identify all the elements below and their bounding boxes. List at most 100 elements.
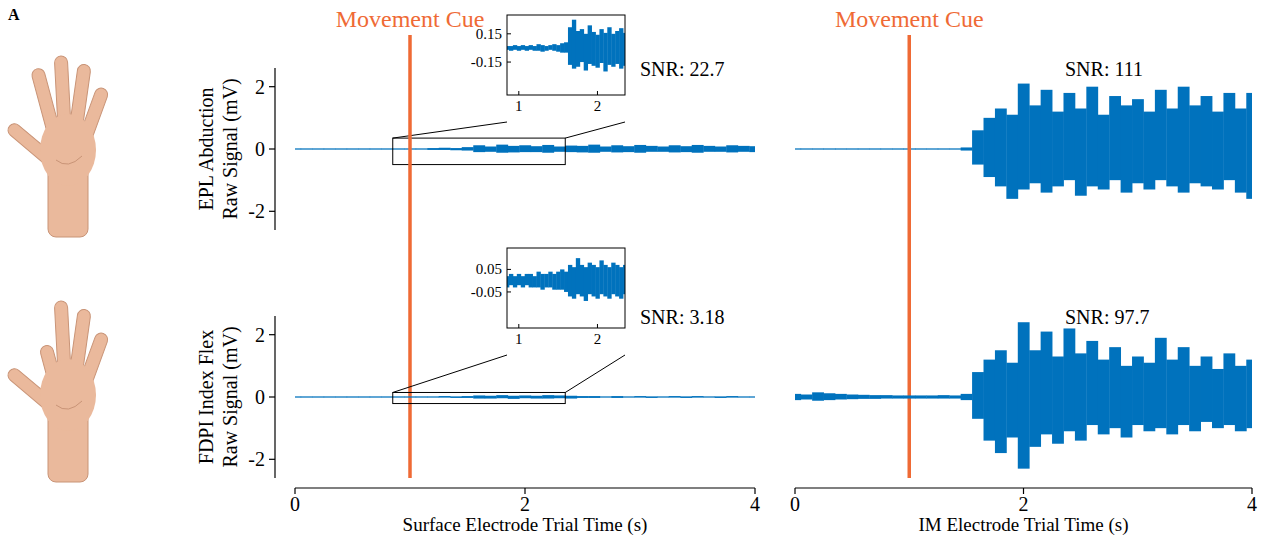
signal-segment [529,45,533,50]
signal-segment [984,360,996,441]
signal-segment [473,395,485,398]
signal-segment [560,43,564,52]
inset-y-tick-label: 0.05 [476,261,502,277]
signal-segment [542,395,554,398]
signal-segment [1063,328,1075,431]
signal-segment [496,145,508,153]
zoom-box [393,138,566,164]
signal-segment [509,274,513,285]
signal-segment [1075,353,1087,440]
signal-segment [995,109,1007,187]
signal-segment [556,45,560,52]
signal-segment [680,396,692,398]
signal-segment [846,148,858,149]
signal-segment [1201,357,1213,422]
signal-segment [1166,109,1178,187]
hand-illustration [5,56,109,237]
signal-segment [1006,115,1018,199]
y-tick [269,459,275,460]
signal-segment [564,42,568,52]
zoom-leader [565,355,625,392]
signal-segment [669,396,681,398]
signal-segment [381,396,393,397]
inset-x-tick-label: 2 [594,98,602,114]
hand-crease [56,401,82,409]
signal-group [795,84,1252,199]
signal-segment [611,263,615,295]
signal-segment [324,396,336,397]
signal-segment [554,147,566,152]
inset-y-tick [507,269,511,270]
zoom-leader [393,355,507,392]
signal-segment [703,396,715,397]
x-tick-label: 4 [1247,493,1257,515]
signal-segment [1155,338,1167,428]
signal-segment [1132,99,1144,183]
signal-segment [552,44,556,51]
signal-segment [892,148,904,149]
signal-segment [1098,360,1110,435]
movement-cue-line [408,35,412,478]
signal-segment [370,396,382,397]
signal-segment [599,260,603,294]
signal-segment [548,45,552,50]
inset-x-tick [518,91,519,95]
signal-segment [416,148,428,149]
signal-segment [540,45,544,52]
signal-segment [531,396,543,399]
signal-group [295,145,755,153]
snr-label: SNR: 97.7 [1065,306,1149,328]
signal-segment [881,395,893,398]
signal-segment [439,148,451,150]
signal-segment [1178,87,1190,193]
signal-segment [525,46,529,51]
signal-segment [715,147,727,152]
signal-segment [552,274,556,290]
signal-group [507,20,625,72]
signal-segment [529,274,533,288]
signal-segment [1189,105,1201,183]
signal-segment [619,267,623,299]
hand-illustration [5,301,109,482]
signal-segment [565,396,577,399]
y-tick [269,396,275,397]
signal-segment [521,45,525,50]
signal-segment [961,147,973,150]
signal-segment [835,148,847,149]
signal-segment [588,396,600,398]
signal-segment [869,148,881,149]
signal-segment [517,274,521,285]
snr-label: SNR: 111 [1065,58,1143,80]
inset-y-tick-label: -0.05 [471,284,502,300]
signal-segment [600,147,612,152]
signal-segment [812,392,824,400]
signal-segment [634,396,646,398]
signal-segment [607,267,611,299]
signal-segment [824,148,836,149]
signal-segment [1086,87,1098,187]
signal-segment [615,31,619,64]
signal-segment [812,148,824,149]
x-axis-title: Surface Electrode Trial Time (s) [403,514,648,536]
y-axis-title: EPL Abduction [195,87,217,210]
signal-segment [462,396,474,398]
signal-segment [404,396,416,397]
signal-segment [846,395,858,400]
inset-y-tick-label: -0.15 [471,54,502,70]
y-tick [269,86,275,87]
signal-segment [1212,112,1224,190]
signal-segment [619,28,623,68]
inset-y-tick [507,62,511,63]
signal-segment [416,396,428,397]
signal-segment [540,274,544,290]
signal-segment [462,147,474,150]
signal-segment [657,147,669,152]
signal-segment [542,145,554,153]
signal-segment [572,20,576,69]
y-axis-title: Raw Signal (mV) [219,326,242,467]
signal-segment [427,396,439,397]
inset-x-tick-label: 1 [515,98,523,114]
signal-segment [615,265,619,297]
signal-segment [1086,341,1098,425]
movement-cue-label: Movement Cue [835,6,984,32]
